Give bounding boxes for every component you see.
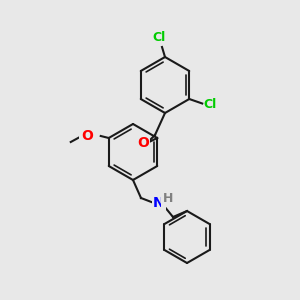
Text: Cl: Cl	[203, 98, 217, 110]
Text: O: O	[81, 129, 93, 143]
Text: O: O	[137, 136, 149, 150]
Text: Cl: Cl	[152, 31, 166, 44]
Text: methoxy: methoxy	[67, 140, 73, 141]
Text: N: N	[153, 196, 165, 210]
Text: H: H	[163, 193, 173, 206]
Text: O: O	[137, 136, 149, 150]
